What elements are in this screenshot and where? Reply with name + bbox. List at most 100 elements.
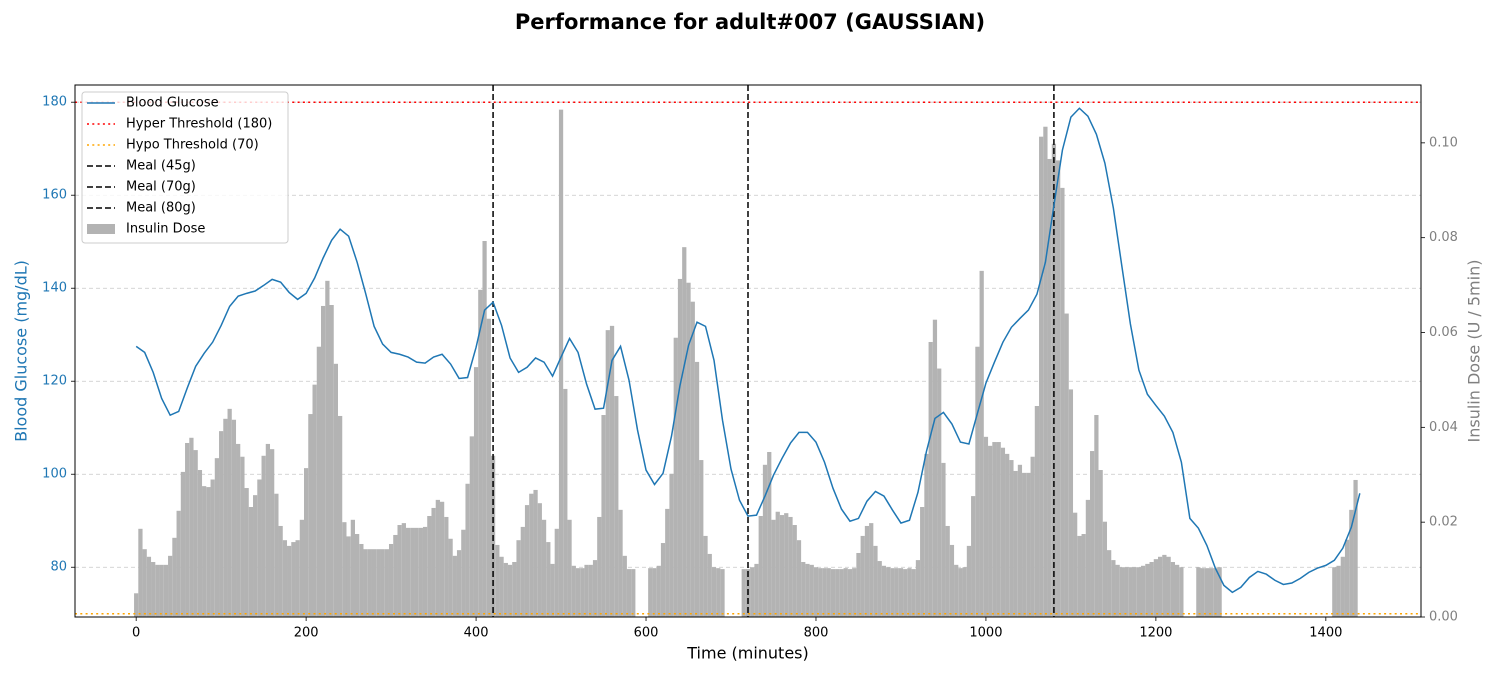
bar bbox=[1009, 460, 1014, 617]
x-tick-label: 200 bbox=[294, 626, 319, 641]
bar bbox=[270, 449, 275, 617]
bar bbox=[176, 510, 181, 617]
bar bbox=[257, 479, 262, 617]
bar bbox=[482, 240, 487, 617]
bar bbox=[1043, 126, 1048, 617]
bar bbox=[903, 569, 908, 617]
bar bbox=[618, 509, 623, 617]
bar bbox=[248, 506, 254, 617]
bar bbox=[881, 565, 887, 617]
bar bbox=[966, 545, 972, 617]
bar bbox=[1026, 472, 1031, 617]
bar bbox=[839, 569, 844, 617]
bar bbox=[873, 545, 878, 617]
bar bbox=[1336, 565, 1341, 617]
bar bbox=[469, 436, 474, 617]
bar bbox=[1068, 389, 1074, 617]
bar bbox=[758, 516, 763, 617]
bar bbox=[376, 549, 381, 617]
y-tick-label: 80 bbox=[50, 560, 67, 575]
bar bbox=[1153, 559, 1159, 617]
bar bbox=[1064, 313, 1069, 617]
y2-tick-label: 0.00 bbox=[1429, 610, 1458, 625]
bar bbox=[580, 568, 585, 617]
plot-area bbox=[75, 85, 1421, 618]
bar bbox=[533, 489, 538, 617]
y-tick-label: 140 bbox=[42, 281, 67, 296]
bar bbox=[1208, 568, 1214, 617]
bar bbox=[367, 549, 372, 617]
bar bbox=[920, 506, 925, 617]
bar bbox=[1051, 143, 1057, 617]
bar bbox=[159, 564, 164, 617]
bar bbox=[894, 568, 899, 617]
bar bbox=[359, 543, 364, 617]
bar bbox=[588, 564, 593, 617]
bar bbox=[860, 535, 865, 617]
bar bbox=[682, 247, 687, 617]
bar bbox=[720, 569, 725, 617]
legend-box bbox=[81, 91, 289, 244]
bar bbox=[278, 525, 283, 617]
bar bbox=[699, 460, 704, 617]
bar bbox=[410, 527, 415, 617]
bar bbox=[325, 280, 330, 617]
bar bbox=[337, 415, 343, 617]
bar bbox=[665, 508, 670, 617]
bar bbox=[937, 368, 942, 617]
bar bbox=[1005, 453, 1010, 617]
bar bbox=[1204, 568, 1209, 617]
bar bbox=[405, 527, 411, 617]
bar bbox=[435, 499, 440, 617]
bar bbox=[295, 540, 300, 617]
bar bbox=[784, 513, 789, 617]
bar bbox=[401, 523, 406, 617]
bar bbox=[478, 289, 483, 617]
bar bbox=[134, 593, 139, 617]
glucose-line bbox=[135, 107, 1361, 594]
bar bbox=[775, 511, 780, 617]
bar bbox=[499, 556, 504, 617]
bar bbox=[1085, 499, 1091, 617]
plot-frame bbox=[74, 84, 1422, 618]
bar bbox=[648, 568, 653, 617]
bar bbox=[796, 540, 802, 617]
x-tick-label: 0 bbox=[132, 626, 140, 641]
bar bbox=[516, 540, 521, 617]
legend-label: Blood Glucose bbox=[126, 96, 219, 111]
y-tick-label: 100 bbox=[42, 467, 67, 482]
bar bbox=[342, 522, 347, 617]
bar bbox=[592, 560, 598, 617]
bar bbox=[886, 567, 891, 617]
bar bbox=[427, 516, 432, 617]
bar bbox=[673, 337, 678, 617]
bar bbox=[1179, 567, 1184, 617]
bar bbox=[1332, 567, 1337, 617]
bar bbox=[503, 562, 508, 617]
bar bbox=[686, 282, 691, 617]
bar bbox=[992, 442, 997, 617]
bar bbox=[155, 564, 160, 617]
bar bbox=[1119, 567, 1125, 617]
bar bbox=[830, 569, 836, 617]
bar bbox=[792, 525, 797, 617]
bar bbox=[388, 543, 394, 617]
bar bbox=[512, 561, 517, 617]
bar bbox=[1353, 479, 1358, 617]
bar bbox=[541, 519, 547, 617]
bar bbox=[1030, 456, 1035, 617]
bar bbox=[1073, 512, 1078, 617]
bar bbox=[1111, 560, 1116, 617]
bar bbox=[575, 568, 581, 617]
bar bbox=[1081, 534, 1086, 617]
bar bbox=[767, 451, 772, 617]
axes: 80 100 120 140 160 180 0.00 0.02 0.04 0.06 0.08 0.1… bbox=[42, 84, 1458, 641]
bar bbox=[393, 534, 398, 617]
bar bbox=[282, 540, 288, 617]
bar bbox=[1340, 556, 1345, 617]
bar bbox=[452, 555, 457, 617]
bar bbox=[287, 545, 292, 617]
bar bbox=[716, 568, 721, 617]
chart-title: Performance for adult#007 (GAUSSIAN) bbox=[515, 10, 985, 34]
